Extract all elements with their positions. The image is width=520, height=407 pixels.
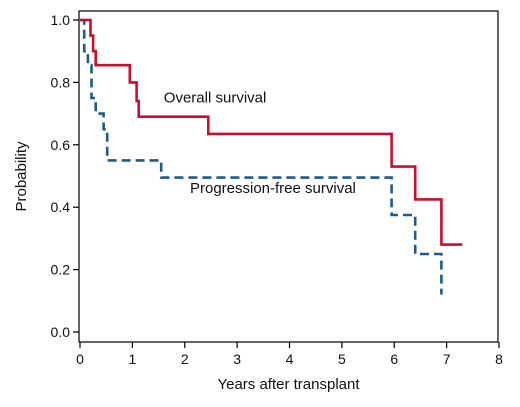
axes <box>73 10 500 348</box>
x-axis-label: Years after transplant <box>217 376 360 393</box>
y-tick-label: 0.8 <box>51 74 71 90</box>
x-tick-label: 3 <box>233 351 241 367</box>
labels-layer: 0 1 2 3 4 5 6 7 8 0.0 0.2 0.4 0.6 0.8 1.0 Years after t… <box>13 12 503 393</box>
series-line-0 <box>80 18 463 246</box>
plot-frame <box>78 10 499 343</box>
x-tick-label: 2 <box>181 351 189 367</box>
x-tick-label: 4 <box>286 351 294 367</box>
x-tick-label: 7 <box>443 351 451 367</box>
y-tick-label: 0.6 <box>51 137 71 153</box>
x-tick-label: 6 <box>390 351 398 367</box>
y-tick-label: 0.2 <box>51 262 71 278</box>
series-line-1 <box>80 18 443 295</box>
annotation-label: Overall survival <box>164 90 267 107</box>
y-tick-label: 1.0 <box>51 12 71 28</box>
series-layer <box>80 18 463 295</box>
y-tick-label: 0.0 <box>51 324 71 340</box>
x-tick-label: 0 <box>76 351 84 367</box>
y-axis-label: Probability <box>13 141 30 212</box>
x-tick-label: 8 <box>495 351 503 367</box>
x-tick-label: 1 <box>128 351 136 367</box>
y-tick-label: 0.4 <box>51 199 71 215</box>
annotation-label: Progression-free survival <box>190 180 356 197</box>
x-tick-label: 5 <box>338 351 346 367</box>
